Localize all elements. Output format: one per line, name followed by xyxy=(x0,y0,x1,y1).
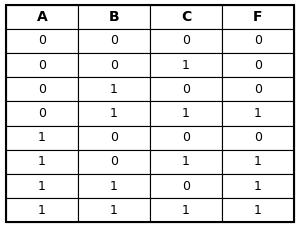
Text: 1: 1 xyxy=(38,131,46,144)
Bar xyxy=(150,77,222,101)
Text: 0: 0 xyxy=(110,34,118,47)
Bar xyxy=(78,77,150,101)
Text: 1: 1 xyxy=(110,204,118,217)
Bar xyxy=(78,150,150,174)
Text: 1: 1 xyxy=(182,107,190,120)
Text: 0: 0 xyxy=(110,131,118,144)
Text: 0: 0 xyxy=(182,131,190,144)
Text: 0: 0 xyxy=(38,83,46,96)
Bar xyxy=(6,150,78,174)
Text: 1: 1 xyxy=(38,204,46,217)
Bar xyxy=(222,77,294,101)
Bar xyxy=(150,5,222,29)
Text: 1: 1 xyxy=(110,180,118,193)
Bar xyxy=(222,29,294,53)
Bar xyxy=(150,198,222,222)
Bar xyxy=(6,174,78,198)
Bar xyxy=(78,53,150,77)
Bar xyxy=(150,126,222,150)
Bar xyxy=(6,29,78,53)
Text: 1: 1 xyxy=(38,180,46,193)
Bar xyxy=(222,101,294,126)
Text: 0: 0 xyxy=(38,59,46,72)
Text: C: C xyxy=(181,10,191,24)
Bar xyxy=(6,5,78,29)
Text: 1: 1 xyxy=(254,107,262,120)
Bar xyxy=(150,150,222,174)
Bar xyxy=(6,198,78,222)
Text: F: F xyxy=(253,10,263,24)
Text: 1: 1 xyxy=(38,155,46,168)
Bar xyxy=(222,174,294,198)
Bar xyxy=(78,29,150,53)
Text: 0: 0 xyxy=(38,34,46,47)
Bar xyxy=(78,198,150,222)
Bar xyxy=(150,174,222,198)
Text: 1: 1 xyxy=(254,204,262,217)
Bar xyxy=(150,53,222,77)
Text: 1: 1 xyxy=(182,204,190,217)
Text: 0: 0 xyxy=(182,83,190,96)
Bar xyxy=(150,29,222,53)
Bar xyxy=(6,126,78,150)
Text: A: A xyxy=(37,10,47,24)
Text: 0: 0 xyxy=(254,59,262,72)
Text: 1: 1 xyxy=(110,107,118,120)
Bar xyxy=(78,174,150,198)
Text: 0: 0 xyxy=(254,131,262,144)
Text: 0: 0 xyxy=(182,180,190,193)
Bar xyxy=(6,101,78,126)
Text: 0: 0 xyxy=(110,59,118,72)
Bar xyxy=(222,126,294,150)
Text: 0: 0 xyxy=(254,34,262,47)
Bar xyxy=(6,53,78,77)
Bar xyxy=(78,101,150,126)
Text: 0: 0 xyxy=(254,83,262,96)
Text: 1: 1 xyxy=(182,59,190,72)
Bar xyxy=(222,198,294,222)
Text: B: B xyxy=(109,10,119,24)
Text: 0: 0 xyxy=(110,155,118,168)
Bar xyxy=(222,53,294,77)
Bar xyxy=(6,77,78,101)
Text: 1: 1 xyxy=(254,180,262,193)
Text: 1: 1 xyxy=(254,155,262,168)
Bar xyxy=(150,101,222,126)
Text: 1: 1 xyxy=(182,155,190,168)
Bar xyxy=(222,150,294,174)
Bar xyxy=(78,5,150,29)
Bar xyxy=(78,126,150,150)
Text: 0: 0 xyxy=(38,107,46,120)
Text: 0: 0 xyxy=(182,34,190,47)
Text: 1: 1 xyxy=(110,83,118,96)
Bar xyxy=(222,5,294,29)
